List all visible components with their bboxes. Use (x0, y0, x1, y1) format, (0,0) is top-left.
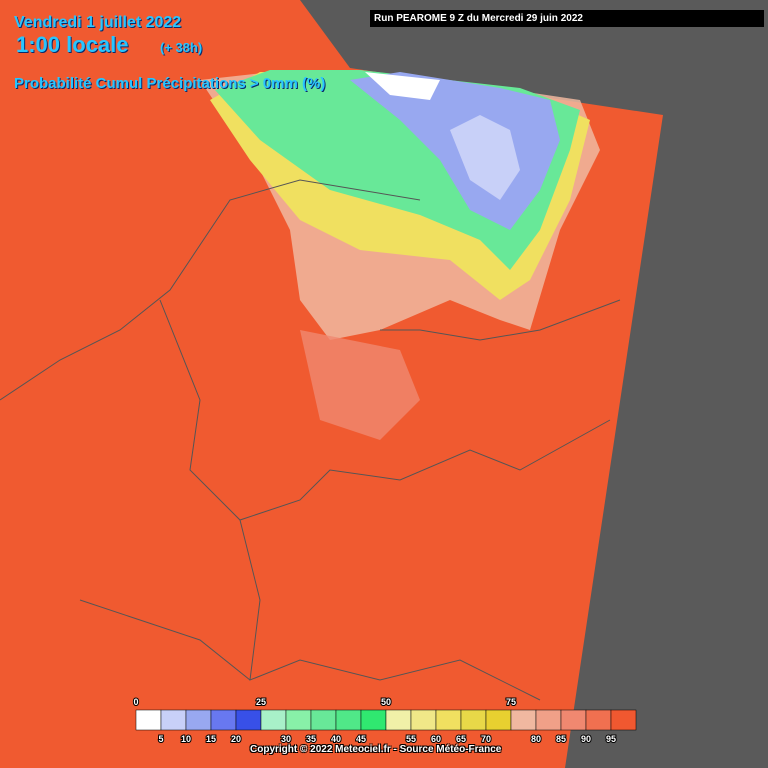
legend-label: 5 (158, 734, 163, 744)
legend-swatch (360, 709, 387, 731)
lead-time: (+ 38h) (160, 40, 203, 55)
legend-swatch (210, 709, 237, 731)
legend-label: 40 (331, 734, 341, 744)
legend-label: 45 (356, 734, 366, 744)
legend-label: 80 (531, 734, 541, 744)
legend-label: 15 (206, 734, 216, 744)
legend-swatch (535, 709, 562, 731)
legend-swatch (185, 709, 212, 731)
legend-swatch (485, 709, 512, 731)
legend-label: 85 (556, 734, 566, 744)
legend-label: 35 (306, 734, 316, 744)
legend-label: 90 (581, 734, 591, 744)
legend-swatch (610, 709, 637, 731)
probability-area (365, 72, 440, 100)
legend-label: 25 (256, 697, 266, 707)
legend-label: 0 (133, 697, 138, 707)
legend-swatch (285, 709, 312, 731)
probability-area (350, 72, 560, 230)
forecast-time: 1:00 locale (16, 32, 129, 57)
copyright: Copyright © 2022 Meteociel.fr - Source M… (250, 744, 502, 755)
borders (0, 179, 621, 701)
legend-label: 70 (481, 734, 491, 744)
legend-label: 55 (406, 734, 416, 744)
product-title: Probabilité Cumul Précipitations > 0mm (… (14, 75, 326, 92)
legend-swatch (560, 709, 587, 731)
legend-label: 30 (281, 734, 291, 744)
legend-label: 10 (181, 734, 191, 744)
legend-swatch (310, 709, 337, 731)
run-info: Run PEAROME 9 Z du Mercredi 29 juin 2022 (370, 10, 764, 27)
legend-swatch (135, 709, 162, 731)
legend-swatch (510, 709, 537, 731)
legend-label: 60 (431, 734, 441, 744)
legend-swatch (260, 709, 287, 731)
legend-swatch (410, 709, 437, 731)
legend-swatch (335, 709, 362, 731)
forecast-date: Vendredi 1 juillet 2022 (14, 14, 182, 31)
legend-swatch (160, 709, 187, 731)
legend-swatch (435, 709, 462, 731)
legend-label: 65 (456, 734, 466, 744)
legend-label: 50 (381, 697, 391, 707)
legend-label: 20 (231, 734, 241, 744)
probability-area (450, 115, 520, 200)
legend-label: 75 (506, 697, 516, 707)
probability-area (300, 330, 420, 440)
legend-label: 95 (606, 734, 616, 744)
legend-swatch (235, 709, 262, 731)
legend-swatch (385, 709, 412, 731)
legend-swatch (460, 709, 487, 731)
legend-swatch (585, 709, 612, 731)
